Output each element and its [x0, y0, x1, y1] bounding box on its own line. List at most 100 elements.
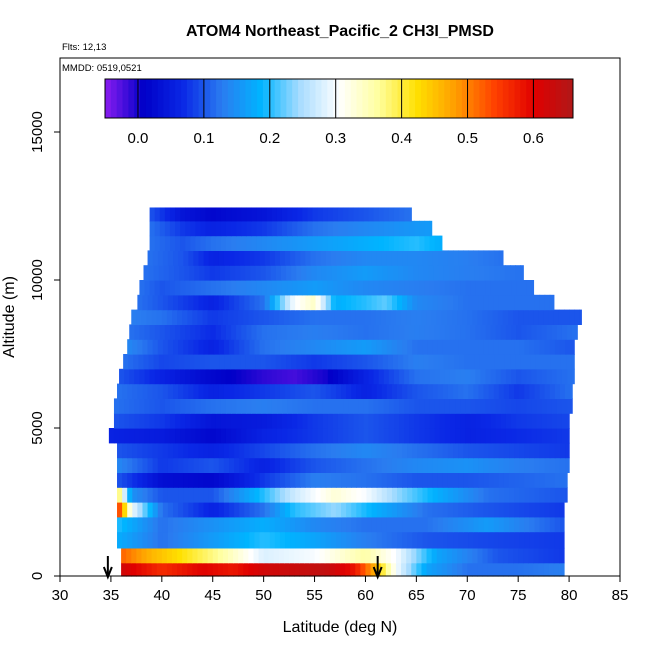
heatmap-cell: [449, 398, 456, 414]
heatmap-cell: [539, 442, 546, 459]
heatmap-cell: [502, 309, 509, 325]
heatmap-cell: [312, 280, 319, 296]
colorbar-segment: [292, 79, 299, 118]
heatmap-cell: [225, 324, 232, 340]
heatmap-cell: [391, 487, 398, 503]
heatmap-cell: [230, 265, 236, 281]
heatmap-cell: [236, 220, 242, 237]
heatmap-cell: [355, 562, 361, 577]
heatmap-cell: [164, 220, 171, 237]
heatmap-cell: [546, 413, 553, 429]
heatmap-cell: [539, 457, 546, 473]
heatmap-cell: [152, 383, 159, 399]
colorbar-segment: [555, 79, 562, 118]
heatmap-cell: [218, 502, 225, 518]
heatmap-cell: [167, 383, 174, 399]
heatmap-cell: [195, 324, 202, 340]
heatmap-cell: [541, 368, 548, 385]
heatmap-cell: [521, 398, 527, 414]
heatmap-cell: [544, 383, 551, 399]
heatmap-cell: [148, 354, 155, 370]
heatmap-cell: [168, 265, 175, 281]
heatmap-cell: [453, 457, 459, 473]
heatmap-cell: [177, 309, 183, 325]
heatmap-cell: [159, 235, 166, 251]
heatmap-cell: [494, 265, 501, 281]
heatmap-cell: [213, 339, 220, 355]
heatmap-cell: [157, 457, 164, 473]
heatmap-cell: [256, 413, 263, 429]
colorbar-segment: [169, 79, 176, 118]
heatmap-cell: [309, 547, 316, 564]
heatmap-cell: [285, 472, 291, 488]
heatmap-cell: [223, 250, 230, 266]
heatmap-cell: [213, 472, 220, 488]
heatmap-cell: [561, 398, 568, 414]
heatmap-cell: [414, 220, 421, 237]
heatmap-cell: [511, 428, 517, 444]
heatmap-cell: [458, 339, 464, 355]
heatmap-cell: [195, 398, 202, 414]
heatmap-cell: [427, 383, 434, 399]
heatmap-cell: [305, 502, 312, 518]
heatmap-cell: [488, 339, 495, 355]
heatmap-cell: [157, 383, 164, 399]
heatmap-cell: [253, 547, 260, 564]
x-tick-label: 70: [459, 587, 476, 604]
heatmap-row: [143, 265, 524, 281]
heatmap-cell: [444, 280, 451, 296]
heatmap-cell: [149, 398, 156, 414]
colorbar-segment: [227, 79, 235, 118]
heatmap-cell: [235, 354, 241, 370]
heatmap-cell: [178, 472, 184, 488]
heatmap-cell: [343, 413, 349, 429]
heatmap-cell: [463, 487, 469, 503]
heatmap-cell: [266, 280, 273, 296]
heatmap-cell: [413, 265, 419, 281]
heatmap-cell: [274, 487, 281, 503]
heatmap-cell: [429, 280, 436, 296]
heatmap-cell: [468, 442, 474, 459]
heatmap-cell: [515, 265, 521, 281]
heatmap-cell: [449, 428, 456, 444]
colorbar-segment: [514, 79, 521, 118]
heatmap-cell: [464, 354, 470, 370]
heatmap-cell: [269, 502, 276, 518]
heatmap-cell: [383, 235, 390, 251]
heatmap-cell: [473, 294, 480, 311]
heatmap-cell: [213, 383, 220, 399]
colorbar-segment: [397, 79, 404, 118]
heatmap-cell: [341, 531, 347, 549]
colorbar-segment: [233, 79, 241, 118]
heatmap-cell: [258, 309, 265, 325]
heatmap-cell: [305, 472, 312, 488]
heatmap-cell: [453, 339, 459, 355]
heatmap-cell: [133, 354, 139, 370]
heatmap-cell: [480, 428, 487, 444]
heatmap-cell: [470, 428, 477, 444]
heatmap-cell: [260, 354, 267, 370]
heatmap-cell: [348, 324, 354, 340]
heatmap-cell: [386, 457, 393, 473]
heatmap-cell: [368, 398, 375, 414]
heatmap-cell: [244, 531, 250, 549]
heatmap-cell: [185, 413, 191, 429]
heatmap-cell: [399, 324, 405, 340]
heatmap-cell: [341, 457, 347, 473]
heatmap-cell: [426, 309, 433, 325]
heatmap-cell: [518, 547, 524, 564]
heatmap-cell: [529, 502, 536, 518]
heatmap-cell: [513, 562, 519, 577]
heatmap-cell: [285, 457, 291, 473]
heatmap-cell: [305, 383, 312, 399]
heatmap-cell: [442, 472, 449, 488]
heatmap-cell: [443, 265, 450, 281]
heatmap-cell: [301, 354, 307, 370]
heatmap-cell: [428, 354, 435, 370]
heatmap-cell: [175, 235, 181, 251]
heatmap-cell: [234, 487, 240, 503]
heatmap-cell: [261, 413, 268, 429]
heatmap-cell: [274, 442, 281, 459]
heatmap-cell: [343, 324, 349, 340]
heatmap-cell: [317, 235, 324, 251]
